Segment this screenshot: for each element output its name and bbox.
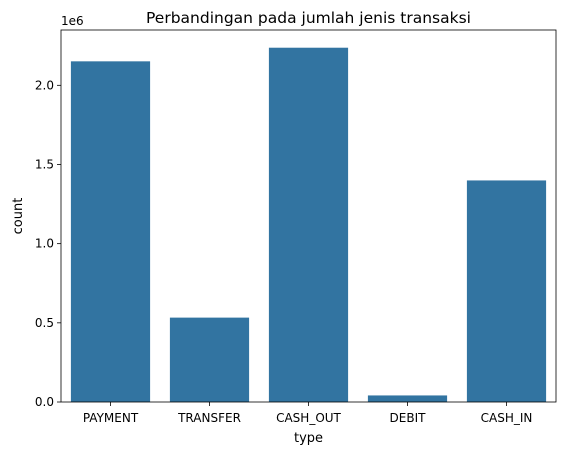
y-tick-label: 2.0	[35, 78, 54, 92]
y-axis-label: count	[11, 198, 26, 235]
x-tick-label: DEBIT	[390, 411, 427, 425]
x-axis-ticks: PAYMENT TRANSFER CASH_OUT DEBIT CASH_IN	[83, 402, 533, 425]
y-axis-offset-label: 1e6	[61, 14, 84, 28]
plot-area-frame	[60, 29, 557, 403]
bar-cash-in	[466, 180, 547, 402]
x-tick-label: CASH_OUT	[276, 411, 341, 425]
bar-cash-out	[268, 47, 349, 402]
x-axis-label: type	[294, 431, 323, 446]
y-tick-label: 0.0	[35, 395, 54, 409]
bar-payment	[70, 61, 151, 403]
y-tick-label: 0.5	[35, 316, 54, 330]
y-tick-label: 1.5	[35, 157, 54, 171]
bar-transfer	[169, 317, 250, 402]
chart-title: Perbandingan pada jumlah jenis transaksi	[146, 9, 471, 27]
bar-debit	[367, 395, 448, 402]
x-tick-label: CASH_IN	[481, 411, 533, 425]
bars	[70, 47, 547, 403]
x-tick-label: TRANSFER	[177, 411, 241, 425]
y-axis-ticks: 0.0 0.5 1.0 1.5 2.0	[35, 78, 61, 409]
x-tick-label: PAYMENT	[83, 411, 139, 425]
y-tick-label: 1.0	[35, 237, 54, 251]
